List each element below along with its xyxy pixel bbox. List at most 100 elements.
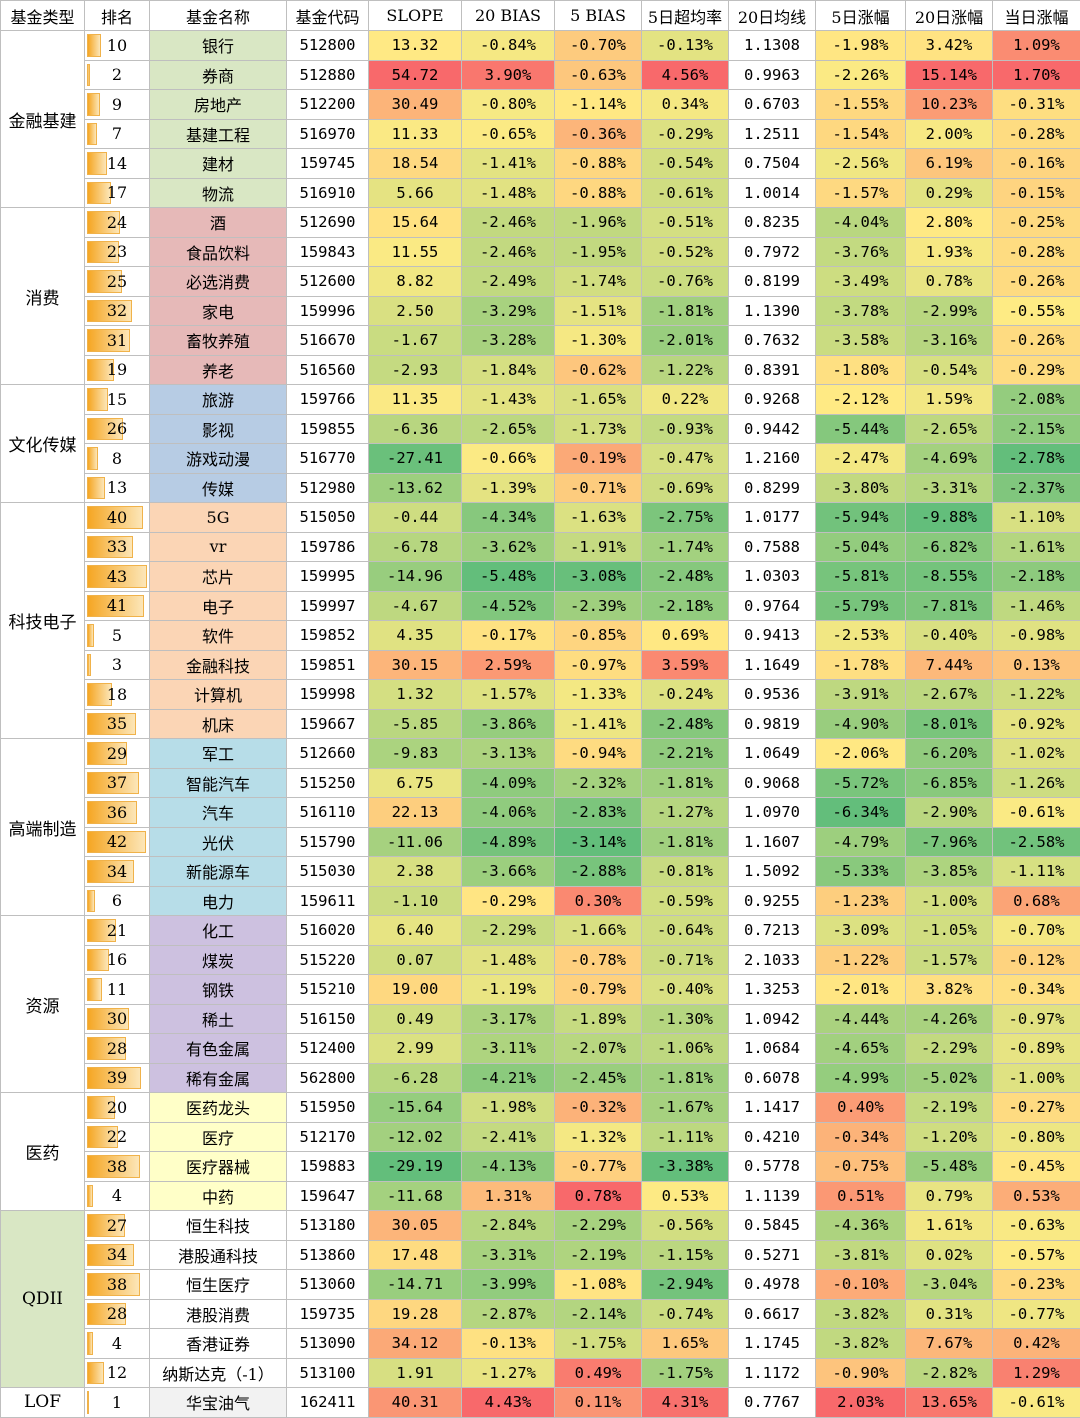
bias5-cell: -0.70% — [555, 31, 642, 61]
over-ma5-cell: -0.93% — [642, 414, 729, 444]
header-fund-code[interactable]: 基金代码 — [287, 1, 369, 31]
bias5-cell: -1.51% — [555, 296, 642, 326]
bias5-cell: -1.63% — [555, 503, 642, 533]
over-ma5-cell: -2.01% — [642, 326, 729, 356]
over-ma5-cell: 4.31% — [642, 1388, 729, 1418]
ma20-cell: 1.1649 — [729, 650, 816, 680]
change-20d-cell: -3.16% — [906, 326, 993, 356]
change-5d-cell: -3.76% — [816, 237, 906, 267]
rank-cell: 12 — [85, 1358, 150, 1388]
fund-code-cell: 512400 — [287, 1034, 369, 1064]
change-20d-cell: 0.02% — [906, 1240, 993, 1270]
fund-name-cell: 建材 — [150, 149, 287, 179]
change-5d-cell: -1.78% — [816, 650, 906, 680]
change-1d-cell: -0.98% — [993, 621, 1080, 651]
ma20-cell: 1.0303 — [729, 562, 816, 592]
over-ma5-cell: 0.69% — [642, 621, 729, 651]
fund-name-cell: 游戏动漫 — [150, 444, 287, 474]
bias20-cell: -0.13% — [462, 1329, 555, 1359]
rank-value: 27 — [107, 1216, 127, 1235]
header-bias20[interactable]: 20 BIAS — [462, 1, 555, 31]
change-5d-cell: -1.57% — [816, 178, 906, 208]
bias20-cell: -5.48% — [462, 562, 555, 592]
header-slope[interactable]: SLOPE — [369, 1, 462, 31]
ma20-cell: 0.5271 — [729, 1240, 816, 1270]
change-20d-cell: -0.54% — [906, 355, 993, 385]
header-change-5d[interactable]: 5日涨幅 — [816, 1, 906, 31]
header-fund-name[interactable]: 基金名称 — [150, 1, 287, 31]
over-ma5-cell: -2.48% — [642, 562, 729, 592]
header-change-1d[interactable]: 当日涨幅 — [993, 1, 1080, 31]
fund-name-cell: 软件 — [150, 621, 287, 651]
ma20-cell: 0.9268 — [729, 385, 816, 415]
bias5-cell: -0.71% — [555, 473, 642, 503]
category-cell: 医药 — [1, 1093, 85, 1211]
rank-value: 4 — [112, 1186, 122, 1205]
header-over-ma5[interactable]: 5日超均率 — [642, 1, 729, 31]
bias5-cell: -1.73% — [555, 414, 642, 444]
change-20d-cell: 10.23% — [906, 90, 993, 120]
ma20-cell: 1.5092 — [729, 857, 816, 887]
header-fund-type[interactable]: 基金类型 — [1, 1, 85, 31]
change-5d-cell: -3.49% — [816, 267, 906, 297]
fund-code-cell: 515210 — [287, 975, 369, 1005]
rank-cell: 18 — [85, 680, 150, 710]
rank-cell: 17 — [85, 178, 150, 208]
bias5-cell: -1.74% — [555, 267, 642, 297]
change-5d-cell: -4.99% — [816, 1063, 906, 1093]
rank-cell: 4 — [85, 1181, 150, 1211]
slope-cell: 8.82 — [369, 267, 462, 297]
change-1d-cell: -0.31% — [993, 90, 1080, 120]
rank-value: 3 — [112, 655, 122, 674]
slope-cell: -14.71 — [369, 1270, 462, 1300]
bias5-cell: -2.45% — [555, 1063, 642, 1093]
slope-cell: -1.10 — [369, 886, 462, 916]
header-bias5[interactable]: 5 BIAS — [555, 1, 642, 31]
change-1d-cell: 0.68% — [993, 886, 1080, 916]
over-ma5-cell: -2.21% — [642, 739, 729, 769]
change-1d-cell: 0.42% — [993, 1329, 1080, 1359]
change-5d-cell: -3.81% — [816, 1240, 906, 1270]
rank-data-bar — [87, 624, 94, 647]
slope-cell: -6.78 — [369, 532, 462, 562]
bias5-cell: -0.88% — [555, 149, 642, 179]
header-change-20d[interactable]: 20日涨幅 — [906, 1, 993, 31]
change-20d-cell: 0.78% — [906, 267, 993, 297]
change-1d-cell: -0.27% — [993, 1093, 1080, 1123]
bias20-cell: -0.80% — [462, 90, 555, 120]
change-1d-cell: -0.61% — [993, 1388, 1080, 1418]
bias5-cell: -1.91% — [555, 532, 642, 562]
rank-data-bar — [87, 152, 107, 175]
header-ma20[interactable]: 20日均线 — [729, 1, 816, 31]
change-5d-cell: -2.47% — [816, 444, 906, 474]
bias20-cell: -3.17% — [462, 1004, 555, 1034]
slope-cell: 11.55 — [369, 237, 462, 267]
rank-value: 38 — [107, 1157, 127, 1176]
ma20-cell: 0.9764 — [729, 591, 816, 621]
change-5d-cell: -0.75% — [816, 1152, 906, 1182]
slope-cell: 19.00 — [369, 975, 462, 1005]
change-1d-cell: -2.37% — [993, 473, 1080, 503]
slope-cell: 6.75 — [369, 768, 462, 798]
change-1d-cell: -0.28% — [993, 119, 1080, 149]
change-20d-cell: -6.82% — [906, 532, 993, 562]
change-1d-cell: -0.26% — [993, 326, 1080, 356]
fund-code-cell: 513090 — [287, 1329, 369, 1359]
header-rank[interactable]: 排名 — [85, 1, 150, 31]
rank-value: 36 — [107, 803, 127, 822]
rank-value: 32 — [107, 301, 127, 320]
over-ma5-cell: -2.75% — [642, 503, 729, 533]
ma20-cell: 1.1607 — [729, 827, 816, 857]
change-1d-cell: -0.70% — [993, 916, 1080, 946]
over-ma5-cell: -1.11% — [642, 1122, 729, 1152]
rank-cell: 41 — [85, 591, 150, 621]
rank-value: 19 — [107, 360, 127, 379]
change-20d-cell: -2.29% — [906, 1034, 993, 1064]
fund-code-cell: 516020 — [287, 916, 369, 946]
